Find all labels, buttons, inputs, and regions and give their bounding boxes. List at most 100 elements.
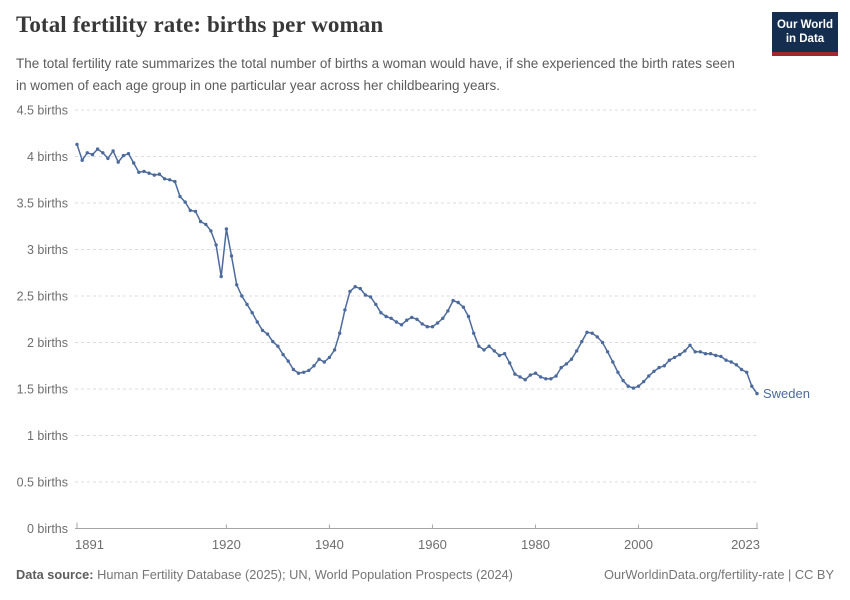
data-point bbox=[157, 172, 162, 176]
fertility-rate-line-sweden[interactable] bbox=[76, 143, 758, 395]
data-point bbox=[265, 332, 270, 336]
page-title: Total fertility rate: births per woman bbox=[16, 12, 384, 37]
y-axis-tick-label: 4 births bbox=[27, 150, 68, 164]
data-point bbox=[739, 367, 744, 372]
data-point bbox=[250, 311, 254, 315]
data-point bbox=[430, 325, 435, 329]
data-point bbox=[363, 293, 368, 297]
data-point bbox=[353, 285, 357, 289]
y-axis-tick-label: 4.5 births bbox=[17, 104, 68, 118]
y-axis-tick-label: 1.5 births bbox=[17, 383, 68, 397]
data-point bbox=[693, 350, 697, 354]
data-point bbox=[291, 367, 296, 372]
data-point bbox=[420, 322, 424, 326]
data-point bbox=[209, 229, 213, 233]
data-point bbox=[374, 302, 378, 307]
data-point bbox=[183, 200, 187, 204]
data-point bbox=[178, 194, 182, 199]
data-point bbox=[559, 365, 563, 370]
y-axis-tick-label: 0 births bbox=[27, 522, 68, 536]
data-point bbox=[698, 350, 702, 354]
data-point bbox=[162, 177, 167, 181]
data-source-label: Data source: bbox=[16, 567, 94, 582]
data-point bbox=[126, 152, 131, 156]
data-point bbox=[132, 161, 136, 165]
data-point bbox=[204, 222, 208, 227]
owid-attribution-link[interactable]: OurWorldinData.org/fertility-rate | CC B… bbox=[604, 567, 834, 582]
y-axis-tick-label: 3 births bbox=[27, 243, 68, 257]
data-point bbox=[513, 372, 517, 376]
data-point bbox=[389, 316, 393, 320]
data-point bbox=[173, 179, 177, 184]
data-point bbox=[302, 370, 306, 374]
data-point bbox=[569, 357, 574, 361]
data-point bbox=[229, 254, 234, 258]
data-point bbox=[296, 371, 301, 375]
data-point bbox=[621, 378, 625, 383]
data-point bbox=[111, 149, 115, 153]
data-point bbox=[240, 294, 244, 298]
data-point bbox=[616, 370, 620, 374]
data-point bbox=[672, 355, 677, 360]
data-point bbox=[193, 209, 198, 214]
data-point bbox=[575, 349, 579, 353]
data-point bbox=[482, 348, 486, 352]
data-point bbox=[724, 358, 728, 362]
data-point bbox=[379, 311, 383, 315]
data-point bbox=[636, 384, 641, 388]
data-point bbox=[322, 360, 326, 364]
data-point bbox=[466, 314, 471, 319]
data-point bbox=[286, 359, 290, 363]
data-point bbox=[75, 142, 79, 147]
data-point bbox=[198, 219, 203, 224]
x-axis-tick-label: 1960 bbox=[418, 537, 447, 552]
data-point bbox=[142, 169, 146, 174]
data-point bbox=[368, 295, 373, 299]
data-point bbox=[647, 374, 651, 378]
data-point bbox=[497, 353, 502, 358]
x-axis-tick-label: 1980 bbox=[521, 537, 550, 552]
data-point bbox=[137, 170, 141, 174]
data-point bbox=[590, 331, 594, 335]
data-point bbox=[502, 352, 507, 356]
data-point bbox=[188, 208, 192, 213]
data-point bbox=[106, 156, 110, 161]
data-point bbox=[116, 160, 120, 164]
data-point bbox=[688, 343, 692, 347]
data-point bbox=[121, 153, 126, 158]
data-point bbox=[435, 321, 440, 325]
data-point bbox=[415, 317, 419, 321]
data-point bbox=[714, 353, 718, 358]
data-point bbox=[260, 328, 265, 333]
data-point bbox=[332, 348, 337, 352]
data-source-note: Data source: Human Fertility Database (2… bbox=[16, 567, 513, 582]
data-point bbox=[642, 379, 646, 384]
data-point bbox=[327, 355, 332, 360]
data-point bbox=[224, 227, 229, 231]
data-point bbox=[214, 243, 218, 247]
data-point bbox=[657, 365, 661, 370]
x-axis-tick-label: 1891 bbox=[75, 537, 104, 552]
data-point bbox=[729, 360, 733, 364]
data-point bbox=[348, 289, 352, 294]
data-point bbox=[425, 325, 429, 329]
data-point bbox=[338, 331, 342, 335]
data-point bbox=[394, 320, 399, 324]
data-point bbox=[410, 315, 414, 320]
data-point bbox=[585, 330, 589, 334]
data-point bbox=[461, 305, 466, 309]
data-point bbox=[90, 152, 95, 157]
data-point bbox=[631, 386, 636, 390]
x-axis-tick-label: 1920 bbox=[212, 537, 241, 552]
data-point bbox=[384, 314, 388, 319]
data-point bbox=[271, 339, 275, 344]
data-point bbox=[85, 151, 90, 155]
owid-logo[interactable]: Our World in Data bbox=[772, 12, 838, 56]
entity-label-sweden[interactable]: Sweden bbox=[763, 386, 810, 401]
data-point bbox=[595, 335, 599, 339]
owid-logo-line2: in Data bbox=[785, 33, 825, 46]
data-point bbox=[492, 349, 496, 353]
data-point bbox=[487, 344, 491, 348]
